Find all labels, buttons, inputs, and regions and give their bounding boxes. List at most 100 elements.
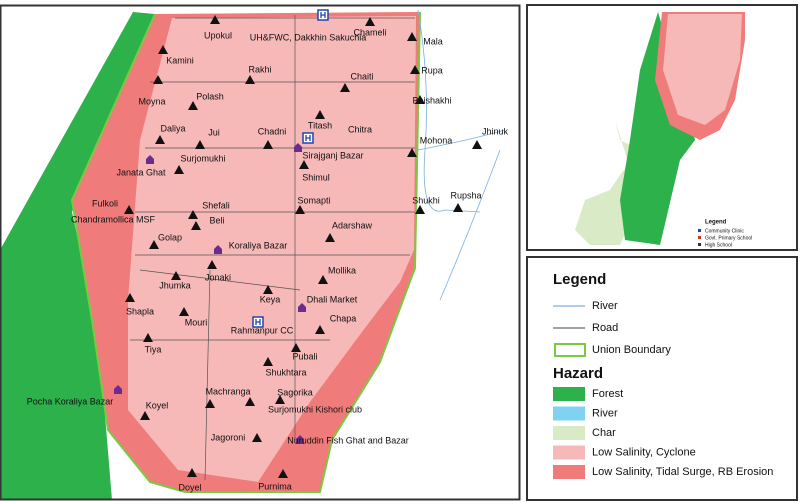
place-label: Jhinuk bbox=[482, 126, 509, 136]
inset-legend-symbol bbox=[698, 236, 701, 239]
legend-hazard-swatch bbox=[553, 465, 585, 479]
place-marker bbox=[291, 343, 301, 352]
inset-map: Legend bbox=[526, 4, 798, 251]
place-label: Jui bbox=[208, 127, 220, 137]
place-marker bbox=[263, 357, 273, 366]
place-marker bbox=[188, 210, 198, 219]
place-marker bbox=[299, 160, 309, 169]
place-label: Mouri bbox=[185, 317, 208, 327]
inset-legend-symbol bbox=[698, 229, 701, 232]
place-marker bbox=[410, 65, 420, 74]
place-marker bbox=[275, 395, 285, 404]
place-label: Koyel bbox=[146, 400, 169, 410]
inset-legend-symbol bbox=[698, 243, 701, 246]
legend-hazard-swatch bbox=[553, 406, 585, 421]
place-label: Keya bbox=[260, 294, 281, 304]
place-label: Chaiti bbox=[350, 71, 373, 81]
place-label: Sirajganj Bazar bbox=[302, 150, 363, 160]
place-label: Dhali Market bbox=[307, 294, 358, 304]
place-marker bbox=[407, 148, 417, 157]
legend-hazard-swatch bbox=[553, 426, 585, 440]
place-label: Pocha Koraliya Bazar bbox=[27, 396, 114, 406]
place-label: Golap bbox=[158, 232, 182, 242]
place-label: Shukhi bbox=[412, 195, 440, 205]
place-marker bbox=[245, 75, 255, 84]
place-label: Polash bbox=[196, 91, 224, 101]
place-label: Chadni bbox=[258, 126, 287, 136]
clinic-marker-h bbox=[305, 135, 311, 141]
main-map bbox=[0, 9, 506, 500]
legend-item: Forest bbox=[592, 388, 623, 400]
place-label: UH&FWC, Dakkhin Sakuchia bbox=[250, 32, 367, 42]
place-label: Daliya bbox=[160, 123, 185, 133]
legend-hazard-swatch bbox=[553, 387, 585, 401]
place-label: Mollika bbox=[328, 265, 356, 275]
place-label: Upokul bbox=[204, 30, 232, 40]
legend-item: Low Salinity, Tidal Surge, RB Erosion bbox=[592, 466, 773, 478]
place-label: Koraliya Bazar bbox=[229, 240, 288, 250]
place-label: Mala bbox=[423, 36, 443, 46]
place-marker bbox=[171, 271, 181, 280]
hazard-title: Hazard bbox=[553, 365, 603, 382]
place-marker bbox=[325, 233, 335, 242]
rivers bbox=[417, 9, 506, 301]
place-marker bbox=[149, 240, 159, 249]
place-marker bbox=[210, 15, 220, 24]
place-marker bbox=[472, 140, 482, 149]
place-label: Beli bbox=[209, 215, 224, 225]
place-marker bbox=[415, 95, 425, 104]
place-marker bbox=[124, 205, 134, 214]
place-label: Chandramollica MSF bbox=[71, 214, 156, 224]
place-marker bbox=[315, 325, 325, 334]
place-label: Janata Ghat bbox=[116, 167, 166, 177]
place-marker bbox=[245, 397, 255, 406]
place-label: Boishakhi bbox=[412, 95, 451, 105]
bazar-marker bbox=[214, 245, 222, 254]
place-marker bbox=[143, 333, 153, 342]
legend-item: River bbox=[592, 407, 618, 419]
place-marker bbox=[179, 307, 189, 316]
place-label: Rakhi bbox=[248, 64, 271, 74]
place-marker bbox=[188, 101, 198, 110]
main-frame bbox=[0, 4, 521, 501]
place-label: Titash bbox=[308, 120, 332, 130]
place-label: Shukhtara bbox=[265, 367, 306, 377]
place-marker bbox=[318, 275, 328, 284]
place-label: Mohona bbox=[420, 135, 453, 145]
place-label: Shefali bbox=[202, 200, 230, 210]
place-label: Shapla bbox=[126, 306, 154, 316]
place-label: Rahmanpur CC bbox=[231, 325, 294, 335]
place-label: Purnima bbox=[258, 481, 292, 491]
place-marker bbox=[340, 83, 350, 92]
place-label: Pubali bbox=[292, 351, 317, 361]
place-marker bbox=[263, 285, 273, 294]
bazar-marker bbox=[298, 303, 306, 312]
place-marker bbox=[174, 165, 184, 174]
clinic-marker-h bbox=[320, 12, 326, 18]
place-marker bbox=[205, 399, 215, 408]
legend-title: Legend bbox=[553, 271, 606, 288]
place-marker bbox=[125, 293, 135, 302]
place-label: Moyna bbox=[138, 96, 165, 106]
place-label: Chapa bbox=[330, 313, 357, 323]
place-label: Rupsha bbox=[450, 190, 481, 200]
place-label: Chameli bbox=[353, 27, 386, 37]
place-marker bbox=[453, 203, 463, 212]
place-label: Jhumka bbox=[159, 280, 191, 290]
place-marker bbox=[407, 32, 417, 41]
legend-item: Low Salinity, Cyclone bbox=[592, 446, 696, 458]
place-marker bbox=[365, 17, 375, 26]
place-marker bbox=[153, 75, 163, 84]
place-label: Nuruddin Fish Ghat and Bazar bbox=[287, 435, 409, 445]
legend-item: Road bbox=[592, 322, 618, 334]
place-marker bbox=[207, 260, 217, 269]
roads bbox=[130, 15, 415, 481]
place-marker bbox=[187, 468, 197, 477]
place-label: Machranga bbox=[205, 386, 250, 396]
bazar-marker bbox=[146, 155, 154, 164]
inset-legend-item: Community Clinic bbox=[705, 228, 744, 234]
bazar-marker bbox=[294, 143, 302, 152]
place-marker bbox=[263, 140, 273, 149]
